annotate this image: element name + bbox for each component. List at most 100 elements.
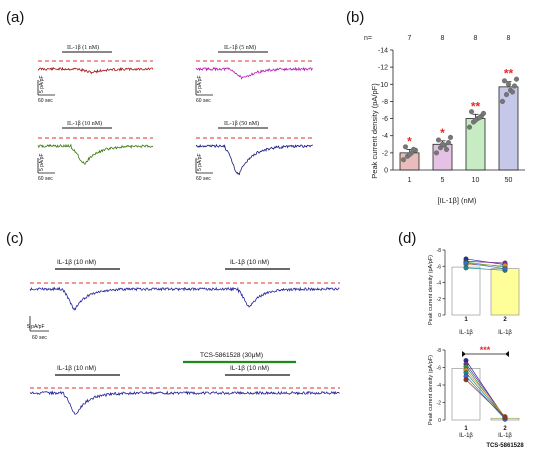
chart-b-data-point — [505, 81, 512, 87]
d-y-tick-label: 0 — [438, 418, 441, 424]
scale-a4-y-label: 5 pA/pF — [197, 153, 203, 171]
chart-b-data-point — [402, 144, 409, 150]
chart-b-data-point — [480, 110, 487, 116]
panel-a: IL-1β (1 nM) 5 pA/pF 60 sec IL-1β (5 nM)… — [37, 44, 314, 182]
d-bar — [451, 266, 481, 316]
trace-c2 — [29, 390, 340, 415]
chart-b-data-point — [447, 134, 454, 140]
d-sig-arrow-right — [505, 351, 509, 357]
scale-a4-x-label: 60 sec — [196, 176, 211, 182]
scale-a3-x-label: 60 sec — [38, 176, 53, 182]
chart-b-n-value: 7 — [408, 35, 412, 42]
panel-label-d: (d) — [398, 230, 416, 247]
trace-a1 — [37, 66, 154, 75]
d-sig-arrow-left — [462, 351, 466, 357]
chart-b-significance: ** — [504, 67, 514, 81]
d-data-point — [463, 377, 469, 383]
d-bottom-y-label: Peak current density (pA/pF) — [428, 355, 434, 425]
d-pair-line — [465, 261, 506, 268]
chart-b-significance: * — [440, 126, 445, 140]
chart-b-y-axis: -14 -12 -10 -8 -6 -4 -2 0 — [378, 48, 525, 175]
d-data-point — [502, 266, 508, 272]
trace-c1-label-1: IL-1β (10 nM) — [57, 259, 96, 266]
d-y-tick-label: -2 — [437, 401, 442, 407]
d-y-tick-label: -4 — [437, 281, 442, 287]
d-y-tick-label: -4 — [437, 383, 442, 389]
chart-b-bars: * 1 7 * 5 8 ** 10 8 ** 50 8 — [399, 35, 520, 184]
panel-label-c: (c) — [6, 230, 24, 247]
scale-a3-y-label: 5 pA/pF — [39, 153, 45, 171]
chart-b-y-tick-label: -10 — [378, 82, 388, 89]
chart-b-n-label: n= — [364, 35, 372, 42]
d-bot-x-2: 2 — [503, 426, 507, 432]
scale-a2-y-label: 5 pA/pF — [197, 75, 203, 93]
scale-c-y-label: 5 pA/pF — [27, 324, 45, 330]
chart-b-y-tick-label: -8 — [382, 99, 388, 106]
d-pair-line — [465, 267, 506, 271]
d-pair-line — [465, 379, 506, 418]
chart-b-y-tick-label: -2 — [382, 150, 388, 157]
d-top-x-1: 1 — [464, 317, 468, 323]
d-top-x-sub-1: IL-1β — [459, 330, 473, 336]
d-pair-line — [465, 258, 506, 265]
chart-b-data-point — [511, 83, 518, 89]
panel-c: IL-1β (10 nM) IL-1β (10 nM) 5 pA/pF 60 s… — [27, 259, 340, 415]
trace-a4-label: IL-1β (50 nM) — [224, 120, 259, 127]
chart-b-n-value: 8 — [474, 35, 478, 42]
chart-b-data-point — [476, 115, 483, 121]
d-y-tick-label: 0 — [438, 313, 441, 319]
d-pair-line — [465, 262, 506, 270]
d-pair-line — [465, 264, 506, 266]
panel-d-top-chart: -8 -6 -4 -2 0 — [437, 248, 520, 319]
chart-b-data-point — [433, 150, 440, 156]
d-y-tick-label: -2 — [437, 297, 442, 303]
d-pair-line — [465, 376, 506, 420]
d-bot-x-1: 1 — [464, 426, 468, 432]
chart-b-x-tick-label: 50 — [505, 177, 513, 184]
trace-a1-label: IL-1β (1 nM) — [67, 44, 99, 51]
chart-b-y-tick-label: -14 — [378, 48, 388, 55]
d-pair-line — [465, 369, 506, 417]
d-data-point — [463, 260, 469, 266]
chart-b-data-point — [445, 140, 452, 146]
trace-a3-label: IL-1β (10 nM) — [67, 120, 102, 127]
chart-b-data-point — [435, 137, 442, 143]
chart-b-data-point — [406, 152, 413, 158]
trace-c2-label-1: IL-1β (10 nM) — [57, 365, 96, 372]
chart-b-data-point — [466, 124, 473, 130]
trace-a4 — [195, 143, 313, 176]
panel-label-b: (b) — [346, 9, 364, 26]
chart-b-data-point — [400, 157, 407, 163]
chart-b-n-value: 8 — [441, 35, 445, 42]
scale-a1-x-label: 60 sec — [38, 98, 53, 104]
d-y-tick-label: -8 — [437, 248, 442, 254]
chart-b-data-point — [443, 146, 450, 152]
chart-b-x-tick-label: 1 — [408, 177, 412, 184]
trace-c1 — [29, 286, 340, 311]
trace-a3 — [37, 143, 154, 165]
d-y-tick-label: -6 — [437, 264, 442, 270]
chart-b-y-tick-label: -12 — [378, 65, 388, 72]
chart-b-x-tick-label: 10 — [472, 177, 480, 184]
d-bot-x-sub-2: IL-1β — [498, 433, 512, 439]
chart-b-data-point — [472, 117, 479, 123]
scale-c-x-label: 60 sec — [32, 335, 47, 341]
d-bot-x-extra: TCS-5861528 — [486, 443, 524, 449]
chart-b-data-point — [499, 98, 506, 104]
d-top-y-label: Peak current density (pA/pF) — [428, 255, 434, 325]
chart-b-data-point — [410, 146, 417, 152]
chart-b-data-point — [439, 141, 446, 147]
d-bot-x-sub-1: IL-1β — [459, 433, 473, 439]
d-pair-line — [465, 261, 506, 264]
chart-b-x-label: [IL-1β] (nM) — [438, 196, 477, 205]
d-y-tick-label: -6 — [437, 366, 442, 372]
panel-label-a: (a) — [6, 9, 24, 26]
chart-b-significance: ** — [471, 99, 481, 113]
chart-b-y-label: Peak current density (pA/pF) — [370, 83, 379, 179]
d-top-x-sub-2: IL-1β — [498, 330, 512, 336]
trace-a2 — [195, 66, 314, 80]
chart-b-data-point — [468, 109, 475, 115]
scale-a2-x-label: 60 sec — [196, 98, 211, 104]
chart-b-data-point — [513, 76, 520, 82]
